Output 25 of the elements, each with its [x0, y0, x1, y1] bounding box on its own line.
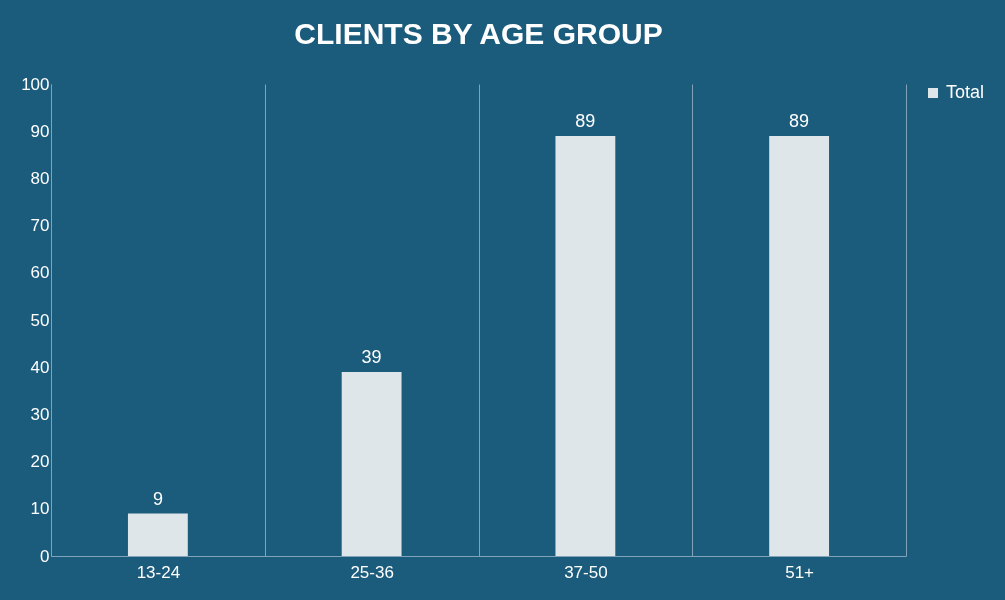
bar — [769, 135, 830, 556]
data-label: 89 — [789, 110, 810, 131]
bar — [341, 371, 402, 556]
y-tick-label: 100 — [21, 74, 50, 94]
y-tick-label: 0 — [40, 546, 50, 566]
y-tick-label: 60 — [30, 263, 50, 283]
data-label: 39 — [361, 346, 382, 367]
x-tick-label: 51+ — [785, 562, 815, 582]
chart-title: CLIENTS BY AGE GROUP — [294, 17, 663, 50]
x-tick-label: 25-36 — [350, 562, 394, 582]
x-tick-label: 37-50 — [564, 562, 608, 582]
data-label: 9 — [152, 488, 163, 509]
y-tick-label: 20 — [30, 452, 50, 472]
legend-label: Total — [946, 82, 985, 102]
bar — [127, 513, 188, 556]
bar — [555, 135, 616, 556]
y-tick-label: 30 — [30, 404, 50, 424]
y-tick-label: 10 — [30, 499, 50, 519]
y-tick-label: 50 — [30, 310, 50, 330]
y-tick-label: 40 — [30, 357, 50, 377]
x-tick-label: 13-24 — [136, 562, 181, 582]
data-label: 89 — [575, 110, 596, 131]
y-tick-label: 70 — [30, 216, 50, 236]
y-tick-label: 80 — [30, 168, 50, 188]
y-tick-label: 90 — [30, 121, 50, 141]
